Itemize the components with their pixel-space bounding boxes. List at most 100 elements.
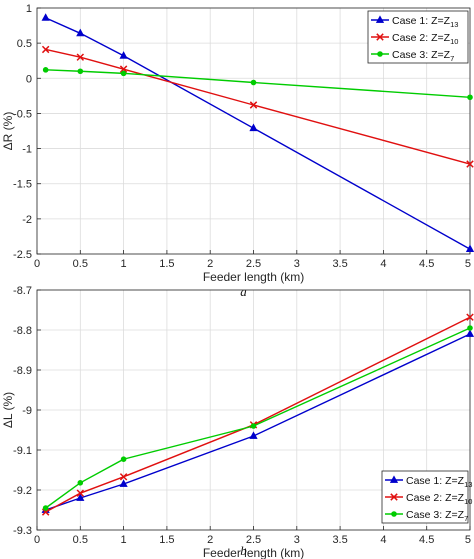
x-tick-label: 2 bbox=[207, 534, 213, 546]
x-tick-label: 3 bbox=[294, 258, 300, 270]
data-point bbox=[41, 13, 50, 21]
x-tick-label: 3.5 bbox=[332, 534, 347, 546]
data-point bbox=[119, 479, 128, 487]
legend-label-main: Case 2: Z=Z bbox=[406, 492, 465, 504]
legend: Case 1: Z=Z13 Case 2: Z=Z10 Case 3: Z=Z7 bbox=[381, 470, 472, 524]
chart-panel-a: 0 0.5 1 1.5 2 2.5 3 3.5 4 4.5 5 1 0.5 0 -0.5 -1 -1.5 -2 -2… bbox=[1, 3, 474, 299]
data-point bbox=[119, 473, 128, 481]
y-tick-label: -8.7 bbox=[13, 285, 32, 297]
x-tick-label: 1 bbox=[121, 534, 127, 546]
legend-label: Case 3: Z=Z7 bbox=[406, 509, 468, 523]
x-tick-label: 4.5 bbox=[419, 258, 434, 270]
y-axis-label: ΔR (%) bbox=[1, 112, 15, 151]
series-3 bbox=[42, 67, 473, 101]
data-point bbox=[465, 244, 474, 252]
y-tick-label: -9.2 bbox=[13, 485, 32, 497]
series-line bbox=[45, 48, 471, 165]
x-tick-label: 0 bbox=[34, 534, 40, 546]
y-tick-label: -1 bbox=[22, 144, 32, 156]
x-tick-label: 2 bbox=[207, 258, 213, 270]
x-tick-label: 2.5 bbox=[246, 534, 261, 546]
data-point bbox=[465, 329, 474, 337]
legend-marker bbox=[376, 33, 384, 41]
x-axis-label: Feeder length (km) bbox=[203, 270, 304, 284]
data-point bbox=[41, 45, 50, 54]
legend: Case 1: Z=Z13 Case 2: Z=Z10 Case 3: Z=Z7 bbox=[367, 10, 469, 64]
y-tick-label: -9 bbox=[22, 405, 32, 417]
y-tick-label: -2.5 bbox=[13, 249, 32, 261]
y-tick-label: -2 bbox=[22, 214, 32, 226]
data-point bbox=[77, 68, 84, 75]
legend-label-main: Case 1: Z=Z bbox=[392, 15, 451, 27]
data-point bbox=[41, 508, 50, 516]
data-point bbox=[76, 53, 85, 61]
data-point bbox=[120, 456, 127, 463]
data-point bbox=[119, 51, 128, 59]
legend-marker bbox=[377, 51, 383, 57]
data-point bbox=[249, 431, 258, 439]
legend-label: Case 2: Z=Z10 bbox=[392, 32, 458, 46]
legend-label-subscript: 10 bbox=[450, 37, 458, 46]
legend-label-main: Case 2: Z=Z bbox=[392, 32, 451, 44]
y-tick-label: -8.9 bbox=[13, 365, 32, 377]
legend-marker bbox=[391, 511, 397, 517]
y-tick-label: -8.8 bbox=[13, 325, 32, 337]
data-point bbox=[467, 325, 473, 331]
data-point bbox=[466, 313, 474, 321]
legend-marker bbox=[389, 475, 399, 483]
data-point bbox=[250, 423, 257, 429]
legend-label-subscript: 13 bbox=[450, 20, 458, 29]
data-point bbox=[42, 505, 49, 511]
series-2 bbox=[41, 313, 474, 516]
data-point bbox=[119, 65, 128, 73]
x-tick-label: 1.5 bbox=[159, 534, 174, 546]
data-point bbox=[249, 101, 258, 109]
legend-label: Case 1: Z=Z13 bbox=[406, 475, 472, 489]
y-tick-label: -1.5 bbox=[13, 179, 32, 191]
series-line bbox=[45, 69, 471, 98]
data-point bbox=[250, 79, 257, 86]
y-axis-label: ΔL (%) bbox=[1, 392, 15, 428]
x-tick-label: 1 bbox=[121, 258, 127, 270]
x-tick-label: 4 bbox=[380, 258, 386, 270]
data-point bbox=[76, 489, 85, 497]
legend-label-subscript: 13 bbox=[464, 480, 472, 489]
series-3 bbox=[42, 325, 473, 511]
x-tick-label: 2.5 bbox=[246, 258, 261, 270]
panel-caption: a bbox=[240, 284, 247, 299]
data-point bbox=[42, 67, 49, 73]
legend-label: Case 3: Z=Z7 bbox=[392, 49, 454, 63]
series-2 bbox=[41, 45, 474, 168]
x-tick-label: 1.5 bbox=[159, 258, 174, 270]
y-tick-label: 0.5 bbox=[17, 38, 32, 50]
legend-label-subscript: 7 bbox=[450, 54, 454, 63]
data-point bbox=[120, 70, 127, 77]
y-tick-label: -9.1 bbox=[13, 445, 32, 457]
x-tick-label: 3 bbox=[294, 534, 300, 546]
data-point bbox=[76, 28, 85, 37]
x-axis-label: Feeder length (km) bbox=[203, 546, 304, 559]
x-tick-label: 4 bbox=[380, 534, 386, 546]
legend-label: Case 1: Z=Z13 bbox=[392, 15, 458, 29]
legend-label-main: Case 3: Z=Z bbox=[392, 49, 451, 61]
y-tick-label: -9.3 bbox=[13, 525, 32, 537]
x-tick-label: 0 bbox=[34, 258, 40, 270]
data-point bbox=[249, 123, 258, 132]
data-point bbox=[77, 480, 84, 486]
data-point bbox=[467, 94, 473, 101]
legend-label: Case 2: Z=Z10 bbox=[406, 492, 472, 506]
x-tick-label: 3.5 bbox=[332, 258, 347, 270]
x-tick-label: 4.5 bbox=[419, 534, 434, 546]
panel-caption: b bbox=[240, 543, 247, 558]
x-tick-label: 5 bbox=[465, 258, 471, 270]
series-1 bbox=[41, 13, 474, 252]
y-tick-label: 0 bbox=[26, 73, 32, 85]
legend-marker bbox=[375, 15, 385, 23]
y-tick-label: 1 bbox=[26, 3, 32, 15]
legend-label-main: Case 3: Z=Z bbox=[406, 509, 465, 521]
y-tick-label: -0.5 bbox=[13, 108, 32, 120]
x-tick-label: 0.5 bbox=[73, 534, 88, 546]
data-point bbox=[76, 493, 85, 501]
legend-label-main: Case 1: Z=Z bbox=[406, 475, 465, 487]
